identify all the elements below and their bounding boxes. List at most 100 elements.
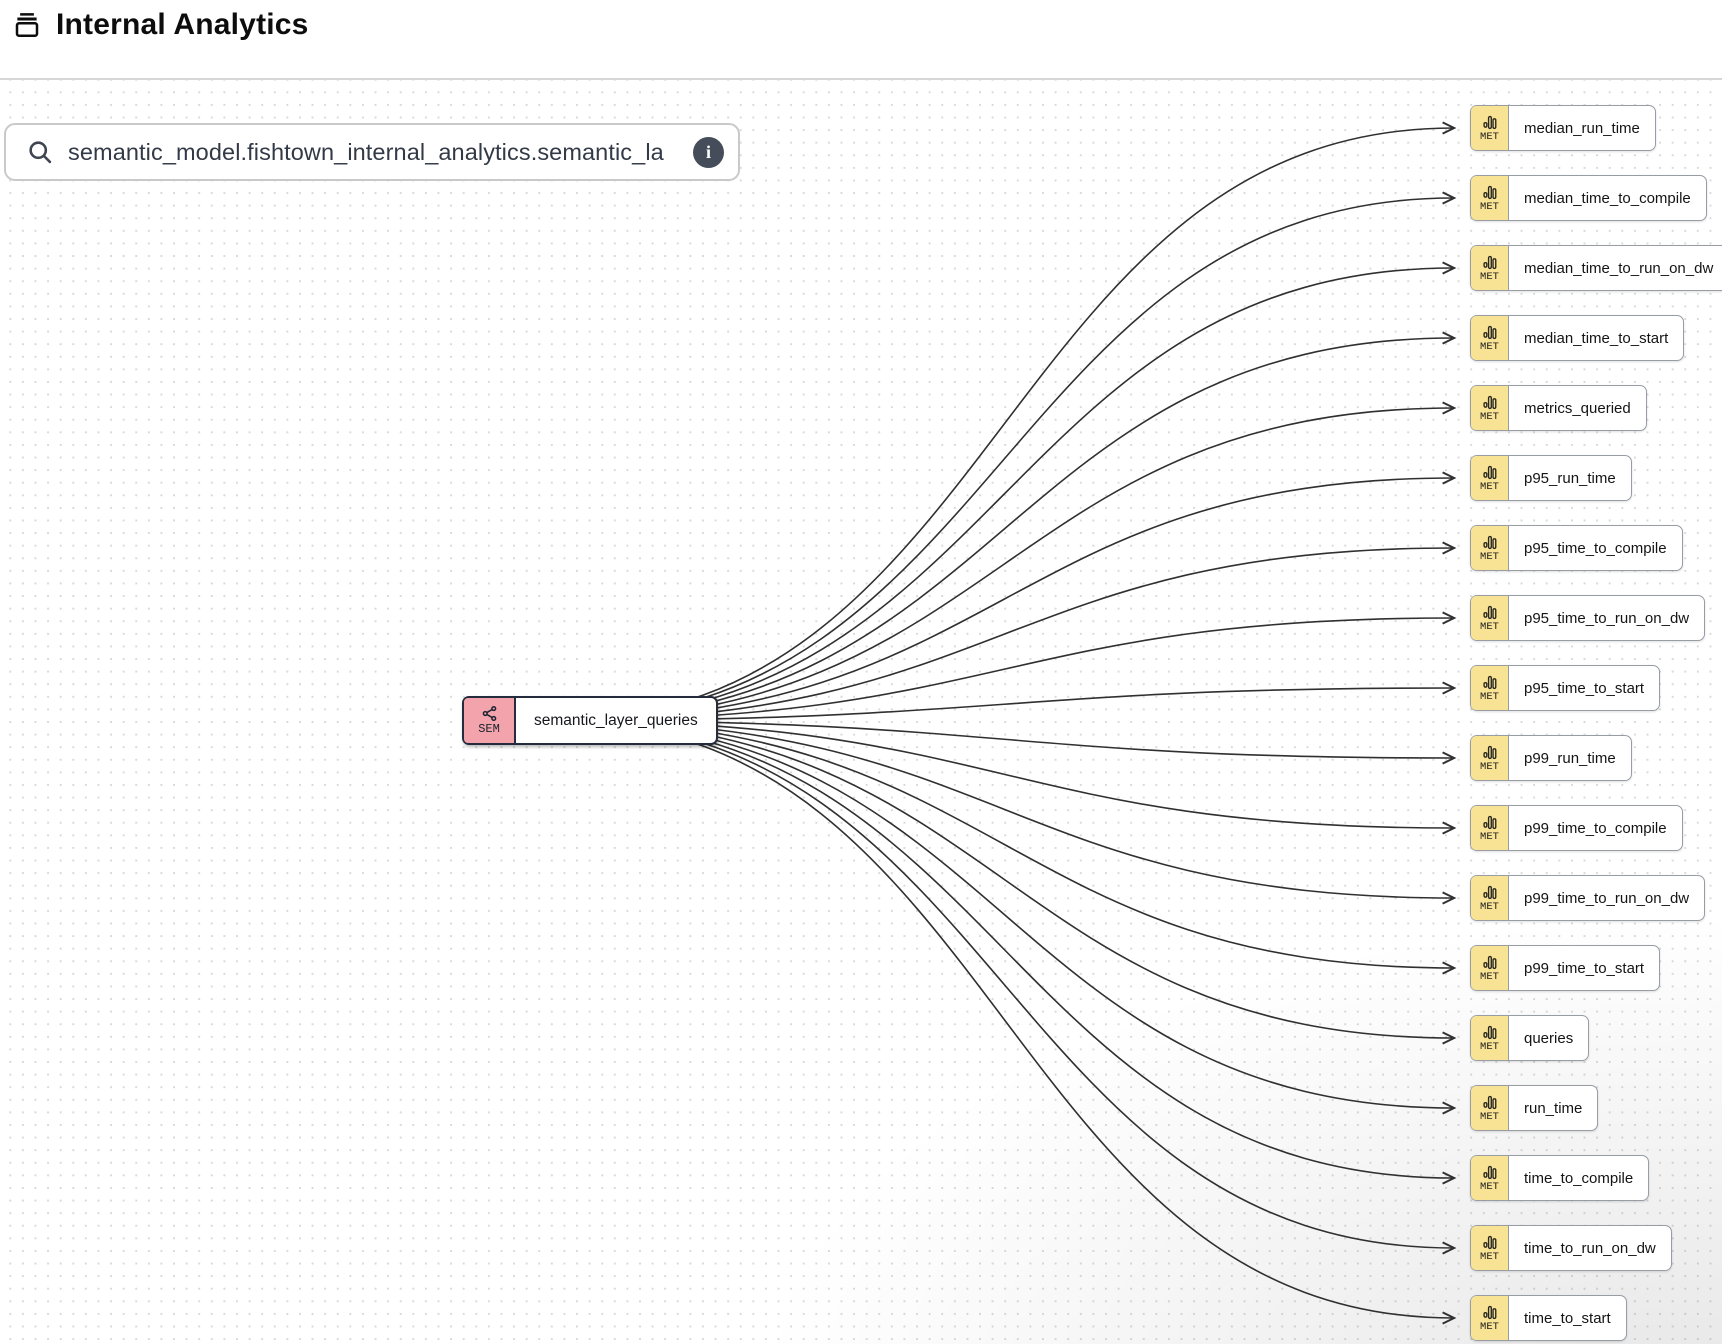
- lineage-canvas[interactable]: [0, 80, 1722, 1344]
- metric-badge: MET: [1471, 666, 1509, 710]
- bar-chart-icon: [1482, 1305, 1496, 1319]
- metric-node[interactable]: MET metrics_queried: [1470, 385, 1647, 431]
- metric-badge: MET: [1471, 1296, 1509, 1340]
- lineage-edge: [553, 128, 1454, 722]
- metric-node[interactable]: MET time_to_start: [1470, 1295, 1627, 1341]
- metric-badge-label: MET: [1480, 1180, 1499, 1193]
- metric-name: metrics_queried: [1524, 399, 1631, 417]
- lineage-edge: [553, 719, 1454, 759]
- metric-badge: MET: [1471, 386, 1509, 430]
- stack-icon: [15, 13, 39, 38]
- metric-node[interactable]: MET time_to_compile: [1470, 1155, 1650, 1201]
- metric-badge: MET: [1471, 176, 1509, 220]
- bar-chart-icon: [1482, 1235, 1496, 1249]
- metric-badge: MET: [1471, 806, 1509, 850]
- metric-badge: MET: [1471, 246, 1509, 290]
- lineage-edge: [553, 719, 1454, 1249]
- page-title: Internal Analytics: [56, 8, 309, 41]
- metric-name: median_time_to_compile: [1524, 189, 1691, 207]
- semantic-model-badge: SEM: [464, 698, 516, 743]
- semantic-model-badge-label: SEM: [478, 722, 500, 736]
- bar-chart-icon: [1482, 1095, 1496, 1109]
- metric-node[interactable]: MET p95_time_to_start: [1470, 665, 1661, 711]
- metric-badge-label: MET: [1480, 760, 1499, 773]
- metric-name: p95_run_time: [1524, 469, 1616, 487]
- metric-badge-label: MET: [1480, 480, 1499, 493]
- metric-node[interactable]: MET median_time_to_compile: [1470, 175, 1707, 221]
- bar-chart-icon: [1482, 605, 1496, 619]
- metric-node[interactable]: MET p95_run_time: [1470, 455, 1632, 501]
- metric-badge-label: MET: [1480, 1110, 1499, 1123]
- app-header: Internal Analytics: [0, 0, 1722, 80]
- lineage-edge: [553, 719, 1454, 1179]
- info-icon[interactable]: i: [693, 136, 724, 168]
- lineage-edge: [553, 338, 1454, 722]
- bar-chart-icon: [1482, 955, 1496, 969]
- metric-node[interactable]: MET p99_time_to_run_on_dw: [1470, 875, 1706, 921]
- bar-chart-icon: [1482, 535, 1496, 549]
- bar-chart-icon: [1482, 745, 1496, 759]
- metric-name: p95_time_to_run_on_dw: [1524, 609, 1690, 627]
- metric-badge-label: MET: [1480, 200, 1499, 213]
- metric-badge: MET: [1471, 1016, 1509, 1060]
- metric-name: time_to_run_on_dw: [1524, 1239, 1656, 1257]
- metric-badge-label: MET: [1480, 410, 1499, 423]
- metric-badge-label: MET: [1480, 970, 1499, 983]
- metric-name: p95_time_to_start: [1524, 679, 1645, 697]
- metric-node[interactable]: MET run_time: [1470, 1085, 1599, 1131]
- metric-node[interactable]: MET p99_run_time: [1470, 735, 1632, 781]
- metric-node[interactable]: MET median_time_to_start: [1470, 315, 1685, 361]
- metric-name: queries: [1524, 1029, 1574, 1047]
- metric-node[interactable]: MET p99_time_to_compile: [1470, 805, 1683, 851]
- metric-name: p95_time_to_compile: [1524, 539, 1667, 557]
- metric-badge: MET: [1471, 1156, 1509, 1200]
- metric-badge-label: MET: [1480, 620, 1499, 633]
- metric-name: median_time_to_run_on_dw: [1524, 259, 1714, 277]
- bar-chart-icon: [1482, 815, 1496, 829]
- bar-chart-icon: [1482, 465, 1496, 479]
- lineage-edge: [553, 478, 1454, 722]
- metric-node[interactable]: MET time_to_run_on_dw: [1470, 1225, 1672, 1271]
- metric-node[interactable]: MET p95_time_to_compile: [1470, 525, 1683, 571]
- bar-chart-icon: [1482, 325, 1496, 339]
- search-input[interactable]: [68, 138, 693, 166]
- lineage-edge: [553, 268, 1454, 722]
- share-network-icon: [482, 705, 496, 722]
- bar-chart-icon: [1482, 675, 1496, 689]
- lineage-edge: [553, 548, 1454, 722]
- metric-badge-label: MET: [1480, 1040, 1499, 1053]
- metric-badge-label: MET: [1480, 340, 1499, 353]
- metric-name: time_to_start: [1524, 1309, 1611, 1327]
- lineage-edge: [553, 719, 1454, 1039]
- metric-name: median_run_time: [1524, 119, 1640, 137]
- metric-badge: MET: [1471, 596, 1509, 640]
- metric-name: run_time: [1524, 1099, 1583, 1117]
- metric-badge-label: MET: [1480, 130, 1499, 143]
- bar-chart-icon: [1482, 1165, 1496, 1179]
- search-bar: i: [4, 123, 740, 181]
- metric-name: p99_time_to_run_on_dw: [1524, 889, 1690, 907]
- lineage-edge: [553, 719, 1454, 899]
- metric-badge: MET: [1471, 456, 1509, 500]
- metric-badge-label: MET: [1480, 1250, 1499, 1263]
- metric-name: p99_time_to_start: [1524, 959, 1645, 977]
- metric-node[interactable]: MET p95_time_to_run_on_dw: [1470, 595, 1706, 641]
- metric-badge: MET: [1471, 1086, 1509, 1130]
- semantic-model-node[interactable]: SEM semantic_layer_queries: [462, 696, 718, 745]
- metric-node[interactable]: MET median_time_to_run_on_dw: [1470, 245, 1722, 291]
- metric-node[interactable]: MET p99_time_to_start: [1470, 945, 1661, 991]
- bar-chart-icon: [1482, 255, 1496, 269]
- metric-node[interactable]: MET queries: [1470, 1015, 1590, 1061]
- bar-chart-icon: [1482, 395, 1496, 409]
- metric-node[interactable]: MET median_run_time: [1470, 105, 1656, 151]
- lineage-edge: [553, 618, 1454, 722]
- bar-chart-icon: [1482, 1025, 1496, 1039]
- metric-badge: MET: [1471, 1226, 1509, 1270]
- metric-badge: MET: [1471, 526, 1509, 570]
- metric-name: median_time_to_start: [1524, 329, 1669, 347]
- metric-badge-label: MET: [1480, 550, 1499, 563]
- lineage-edge: [553, 408, 1454, 722]
- lineage-edge: [553, 688, 1454, 722]
- lineage-edge: [553, 719, 1454, 969]
